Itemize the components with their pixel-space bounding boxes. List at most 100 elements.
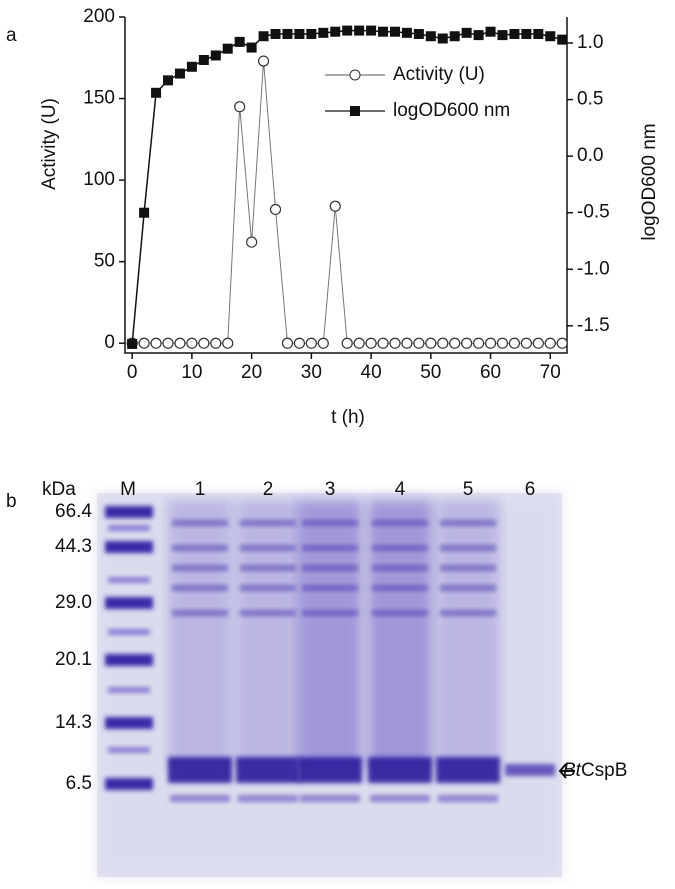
marker-band [108, 525, 150, 531]
lane-label: M [120, 479, 136, 500]
point [484, 337, 497, 349]
lane-label: 2 [263, 479, 274, 500]
protein-band [168, 757, 232, 783]
protein-band [438, 795, 498, 802]
marker-band [105, 778, 153, 790]
protein-band [372, 585, 428, 591]
protein-band [440, 610, 496, 616]
point [329, 200, 341, 212]
protein-band [236, 757, 300, 783]
point [270, 28, 281, 39]
marker-label: 44.3 [55, 536, 92, 557]
x-tick-label: 10 [181, 362, 202, 383]
point [306, 28, 317, 39]
point [282, 28, 293, 39]
point [354, 25, 365, 36]
protein-band [238, 795, 298, 802]
point [556, 337, 568, 349]
protein-band [240, 565, 296, 571]
lane-label: 5 [463, 479, 474, 500]
marker-band [105, 597, 153, 609]
point [198, 337, 210, 349]
point [461, 27, 472, 38]
protein-band [505, 764, 555, 776]
protein-band [372, 610, 428, 616]
arrow [558, 763, 575, 779]
point [174, 337, 186, 349]
point [174, 68, 185, 79]
point [378, 26, 389, 37]
y-tick-label: 200 [83, 6, 115, 27]
point [449, 337, 461, 349]
lane-label: 3 [325, 479, 336, 500]
lane-smear [368, 500, 432, 770]
point [234, 36, 245, 47]
point [401, 337, 413, 349]
y2-tick-label: -1.5 [577, 315, 610, 336]
protein-band [240, 545, 296, 551]
x-tick-label: 40 [361, 362, 382, 383]
point [162, 337, 174, 349]
marker-band [105, 506, 153, 518]
point [246, 236, 258, 248]
y2-tick-label: 0.0 [577, 145, 603, 166]
point [389, 26, 400, 37]
point [366, 25, 377, 36]
point [294, 28, 305, 39]
point [186, 61, 197, 72]
point [509, 28, 520, 39]
marker-label: 29.0 [55, 592, 92, 613]
x-tick-label: 60 [480, 362, 501, 383]
point [520, 337, 532, 349]
x-axis-title: t (h) [331, 407, 365, 428]
protein-band [440, 520, 496, 526]
point [365, 337, 377, 349]
protein-band [372, 545, 428, 551]
point [330, 26, 341, 37]
point [497, 30, 508, 41]
point [341, 337, 353, 349]
protein-band [436, 757, 500, 783]
point [449, 31, 460, 42]
point [485, 26, 496, 37]
series-line [131, 29, 563, 345]
target-name: CspB [581, 760, 627, 781]
point [377, 337, 389, 349]
point [257, 55, 270, 67]
marker-band [105, 654, 153, 666]
point [246, 42, 257, 53]
lane-smear [236, 500, 300, 770]
x-tick-label: 50 [420, 362, 441, 383]
protein-band [440, 585, 496, 591]
protein-band [240, 585, 296, 591]
point [234, 101, 246, 113]
marker-label: 14.3 [55, 712, 92, 733]
marker-label: 6.5 [66, 773, 92, 794]
protein-band [172, 545, 228, 551]
point [545, 31, 556, 42]
point [425, 31, 436, 42]
point [533, 28, 544, 39]
protein-band [172, 520, 228, 526]
x-tick-label: 0 [127, 362, 138, 383]
point [127, 338, 138, 349]
point [401, 27, 412, 38]
protein-band [368, 757, 432, 783]
marker-band [105, 541, 153, 553]
y-axis-title: Activity (U) [39, 98, 60, 190]
point [210, 50, 221, 61]
point [521, 28, 532, 39]
point [186, 337, 198, 349]
point [496, 337, 509, 349]
point [222, 337, 234, 349]
marker-band [105, 717, 153, 729]
y2-tick-label: -0.5 [577, 202, 610, 223]
panel-label: a [6, 25, 17, 46]
point [508, 337, 521, 349]
protein-band [440, 565, 496, 571]
panel-label: b [6, 491, 17, 512]
marker-band [108, 577, 150, 583]
point [138, 337, 150, 349]
y-tick-label: 50 [94, 251, 115, 272]
